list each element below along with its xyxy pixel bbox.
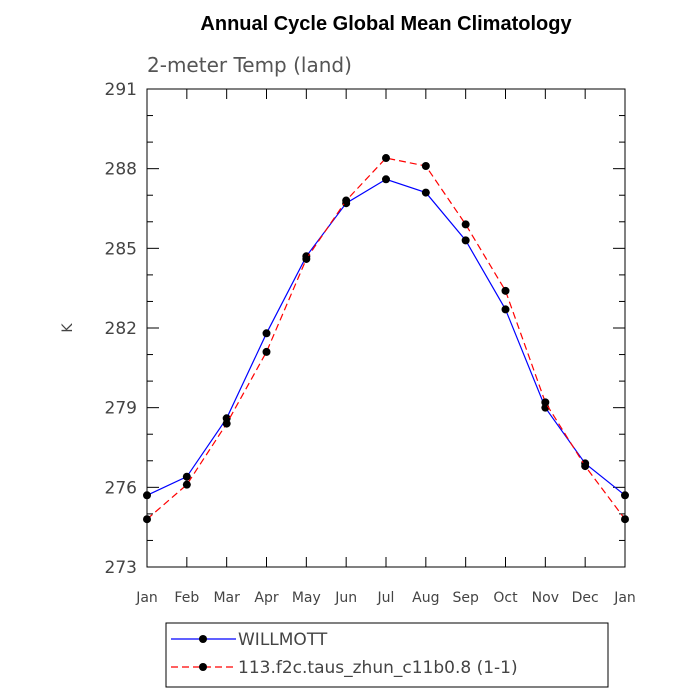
y-tick-label: 291 [105, 80, 137, 100]
data-point [342, 196, 351, 205]
x-tick-label: Jan [135, 590, 158, 606]
x-tick-label: Sep [452, 590, 479, 606]
data-point [541, 398, 550, 407]
legend: WILLMOTT 113.f2c.taus_zhun_c11b0.8 (1-1) [165, 622, 609, 688]
data-point [382, 175, 390, 184]
x-tick-label: Jun [334, 590, 357, 606]
data-point [143, 515, 151, 524]
x-tick-label: May [292, 590, 321, 606]
data-point [143, 491, 151, 500]
chart-title: Annual Cycle Global Mean Climatology [200, 13, 572, 35]
data-point [302, 254, 311, 263]
x-tick-label: Jul [377, 590, 395, 606]
data-point [182, 472, 191, 481]
x-tick-label: Nov [532, 590, 559, 606]
data-point [581, 462, 590, 471]
data-point [262, 347, 271, 356]
y-axis-label: K [60, 323, 76, 333]
legend-label: WILLMOTT [238, 630, 328, 650]
data-point [501, 305, 510, 314]
plot-area: 273 276 279 282 285 288 291 Jan Feb Mar Apr May Jun J… [105, 80, 636, 606]
x-tick-label: Jan [613, 590, 636, 606]
x-tick-label: Oct [493, 590, 518, 606]
y-tick-label: 285 [105, 239, 137, 259]
data-point [501, 286, 510, 295]
data-point [222, 419, 231, 428]
legend-marker [199, 663, 207, 671]
data-point [621, 491, 629, 500]
data-point [421, 162, 430, 171]
y-tick-label: 282 [105, 319, 137, 339]
x-tick-label: Feb [174, 590, 199, 606]
series-line [146, 157, 626, 520]
y-tick-label: 288 [105, 160, 137, 180]
chart-subtitle: 2-meter Temp (land) [147, 53, 352, 77]
y-tick-label: 273 [105, 558, 137, 578]
data-point [621, 515, 629, 524]
legend-box [165, 622, 609, 688]
data-point [182, 480, 191, 489]
x-tick-label: Mar [213, 590, 240, 606]
data-point [262, 329, 271, 338]
legend-marker [199, 635, 207, 643]
series-line [146, 178, 626, 496]
data-point [421, 188, 430, 197]
y-tick-label: 279 [105, 399, 137, 419]
legend-label: 113.f2c.taus_zhun_c11b0.8 (1-1) [238, 658, 518, 678]
y-tick-label: 276 [105, 478, 137, 498]
x-tick-label: Aug [412, 590, 439, 606]
data-point [382, 154, 390, 163]
x-tick-label: Dec [572, 590, 599, 606]
x-tick-label: Apr [254, 590, 278, 606]
data-point [461, 220, 470, 229]
data-point [461, 236, 470, 245]
